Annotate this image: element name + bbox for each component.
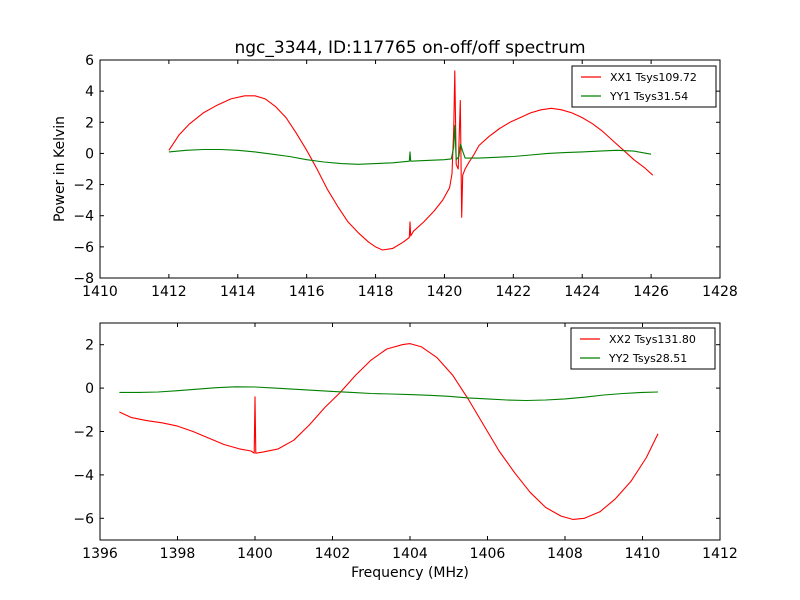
series-group: [119, 343, 659, 520]
series-line-xx2: [119, 343, 659, 520]
x-tick-label: 1412: [702, 546, 738, 562]
y-tick-label: 4: [85, 84, 94, 100]
x-tick-label: 1410: [82, 284, 118, 300]
y-tick-label: −2: [73, 425, 94, 441]
plot-frame: [99, 59, 721, 279]
y-tick-label: 0: [85, 146, 94, 162]
y-tick-label: −2: [73, 178, 94, 194]
x-tick-label: 1408: [547, 546, 583, 562]
y-axis-label: Power in Kelvin: [52, 116, 68, 222]
x-tick-label: 1396: [82, 546, 118, 562]
x-tick-label: 1404: [392, 546, 428, 562]
y-tick-label: 2: [85, 115, 94, 131]
x-tick-label: 1400: [237, 546, 273, 562]
y-tick-label: 2: [85, 338, 94, 354]
series-line-xx1: [168, 70, 654, 251]
x-tick-label: 1406: [470, 546, 506, 562]
y-tick-label: 6: [85, 53, 94, 69]
x-tick-label: 1410: [625, 546, 661, 562]
x-tick-label: 1424: [564, 284, 600, 300]
legend-box: [571, 65, 717, 108]
x-tick-label: 1398: [160, 546, 196, 562]
bottom-panel: 1396 1398 1400 1402 1404 1406 1408 1410 1412 −6 −4…: [73, 322, 738, 562]
y-tick-label: −8: [73, 271, 94, 287]
y-tick-label: −4: [73, 209, 94, 225]
legend-entry: XX1 Tsys109.72: [610, 71, 697, 84]
legend-entry: YY1 Tsys31.54: [609, 90, 688, 103]
x-tick-label: 1402: [315, 546, 351, 562]
figure-title: ngc_3344, ID:117765 on-off/off spectrum: [234, 38, 585, 58]
y-tick-label: −6: [73, 240, 94, 256]
x-tick-label: 1418: [358, 284, 394, 300]
legend: XX2 Tsys131.80 YY2 Tsys28.51: [570, 327, 716, 370]
series-line-yy1: [168, 124, 652, 165]
top-panel: 1410 1412 1414 1416 1418 1420 1422 1424 1426 1428…: [73, 53, 737, 300]
y-tick-label: −4: [73, 468, 94, 484]
legend-entry: XX2 Tsys131.80: [609, 333, 696, 346]
x-tick-label: 1426: [633, 284, 669, 300]
x-tick-label: 1428: [702, 284, 738, 300]
x-tick-label: 1414: [220, 284, 256, 300]
y-tick-label: 0: [85, 381, 94, 397]
x-tick-label: 1416: [289, 284, 325, 300]
y-tick-label: −6: [73, 511, 94, 527]
x-tick-label: 1412: [151, 284, 187, 300]
legend-box: [570, 327, 716, 370]
legend: XX1 Tsys109.72 YY1 Tsys31.54: [571, 65, 717, 108]
x-axis-label: Frequency (MHz): [351, 565, 469, 581]
x-tick-label: 1420: [427, 284, 463, 300]
x-tick-label: 1422: [496, 284, 532, 300]
series-group: [168, 70, 654, 251]
legend-entry: YY2 Tsys28.51: [608, 352, 687, 365]
series-line-yy2: [119, 386, 659, 402]
